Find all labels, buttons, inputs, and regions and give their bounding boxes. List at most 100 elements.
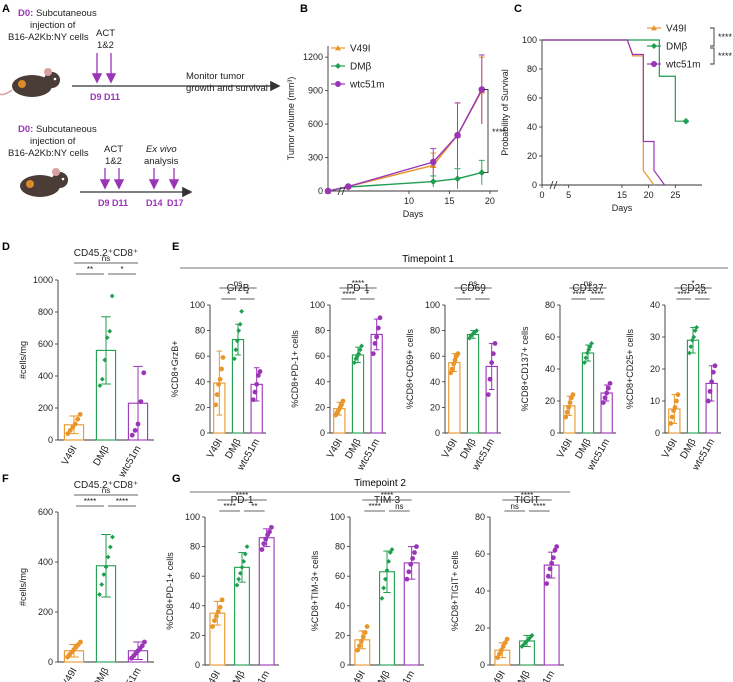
data-point — [75, 416, 81, 422]
y-tick-label: 80 — [545, 300, 555, 310]
data-point — [668, 421, 674, 426]
y-axis-label: %CD8+PD-1+ cells — [165, 552, 175, 630]
schema2-day11: D11 — [112, 198, 128, 208]
panel-letter-a: A — [2, 3, 10, 15]
schema1-line3: B16-A2Kb:NY cells — [8, 32, 89, 43]
data-point — [237, 321, 243, 327]
significance-label: ns — [102, 486, 110, 495]
data-point — [709, 379, 715, 385]
survival-step — [542, 39, 655, 186]
chart-g2: 0 20 40 60 80 100 %CD8+TIM-3+ cells TIM-3 V49I DM… — [310, 491, 424, 682]
data-point — [72, 421, 78, 427]
significance-label: * — [120, 265, 123, 274]
schema2-exvivo2: analysis — [144, 156, 179, 167]
data-point — [103, 564, 109, 570]
y-tick-label: 40 — [430, 377, 440, 387]
panel-letter-d: D — [2, 241, 10, 253]
data-point — [339, 402, 344, 408]
y-axis-label: %CD8+TIGIT+ cells — [450, 550, 460, 631]
group-dmb: DMβ — [458, 328, 480, 461]
legend-item: DMβ — [331, 62, 372, 73]
y-axis-label: %CD8+CD25+ cells — [625, 328, 635, 409]
x-tick-label: V49I — [205, 437, 225, 460]
y-tick-label: 80 — [430, 326, 440, 336]
group-v49i: V49I — [555, 392, 576, 460]
axis-break — [341, 186, 346, 196]
legend-item: wtc51m — [647, 60, 700, 71]
significance-label: * — [366, 290, 369, 299]
data-point — [495, 655, 500, 660]
significance-label: **** — [223, 502, 235, 511]
data-point — [386, 559, 392, 564]
x-tick-label: V49I — [660, 437, 680, 460]
data-point — [220, 355, 226, 360]
group-v49i: V49I — [660, 392, 681, 460]
mean-bar — [351, 354, 365, 434]
y-tick-label: 30 — [650, 332, 660, 342]
y-tick-label: 40 — [527, 122, 537, 132]
data-point — [707, 389, 713, 394]
legend-item: V49I — [647, 24, 687, 35]
data-point — [429, 178, 437, 185]
significance-label: * — [227, 290, 230, 299]
y-tick-label: 600 — [38, 339, 53, 349]
x-tick-label: 20 — [485, 196, 495, 206]
chart-g3: 0 20 40 60 80 %CD8+TIGIT+ cells TIGIT V49I DMβwt… — [450, 491, 564, 682]
group-dmb: DMβ — [512, 633, 535, 682]
data-point — [217, 604, 223, 610]
data-point — [352, 360, 357, 365]
x-tick-label: V49I — [325, 437, 345, 460]
x-tick-label: 15 — [617, 190, 627, 200]
y-axis-label: #cells/mg — [18, 568, 28, 606]
data-point — [244, 544, 250, 549]
data-point — [672, 405, 678, 410]
y-tick-label: 40 — [545, 364, 555, 374]
significance-label: ns — [510, 502, 518, 511]
data-point — [99, 376, 105, 382]
y-tick-label: 100 — [425, 300, 440, 310]
data-point — [490, 351, 496, 357]
data-point — [255, 373, 261, 378]
data-point — [448, 370, 454, 376]
data-point — [589, 341, 594, 346]
data-point — [489, 360, 495, 365]
data-point — [97, 383, 103, 388]
y-axis-label: Tumor volume (mm³) — [286, 77, 296, 161]
chart-title: PD-1 — [347, 283, 370, 294]
data-point — [379, 596, 385, 601]
data-point — [382, 576, 388, 582]
group-wtc51m: wtc51m — [470, 341, 498, 473]
y-tick-label: 80 — [475, 512, 485, 522]
y-tick-label: 60 — [190, 571, 200, 581]
group-v49i: V49I — [348, 624, 371, 682]
data-point — [242, 551, 248, 557]
x-tick-label: 0 — [539, 190, 544, 200]
chart-title: CD45.2⁺CD8⁺ — [74, 480, 138, 491]
legend-item: DMβ — [647, 42, 688, 53]
axis-break — [549, 180, 554, 190]
data-point — [478, 169, 486, 176]
y-tick-label: 0 — [48, 657, 53, 667]
y-tick-label: 100 — [185, 512, 200, 522]
axis-break — [553, 180, 558, 190]
y-tick-label: 20 — [190, 630, 200, 640]
data-point — [234, 338, 240, 344]
y-tick-label: 60 — [545, 332, 555, 342]
censor-point — [682, 117, 690, 125]
data-point — [234, 582, 240, 588]
data-point — [141, 370, 147, 376]
data-point — [497, 651, 502, 657]
data-point — [452, 357, 458, 363]
panel-a: A D0: Subcutaneous injection of B16-A2Kb… — [0, 3, 281, 208]
y-tick-label: 800 — [38, 307, 53, 317]
data-point — [687, 350, 692, 356]
y-tick-label: 60 — [195, 351, 205, 361]
y-tick-label: 40 — [315, 377, 325, 387]
legend-marker — [651, 25, 657, 31]
y-tick-label: 0 — [550, 428, 555, 438]
mouse-icon — [0, 68, 60, 97]
y-tick-label: 0 — [435, 428, 440, 438]
schema2-day9: D9 — [98, 198, 110, 208]
